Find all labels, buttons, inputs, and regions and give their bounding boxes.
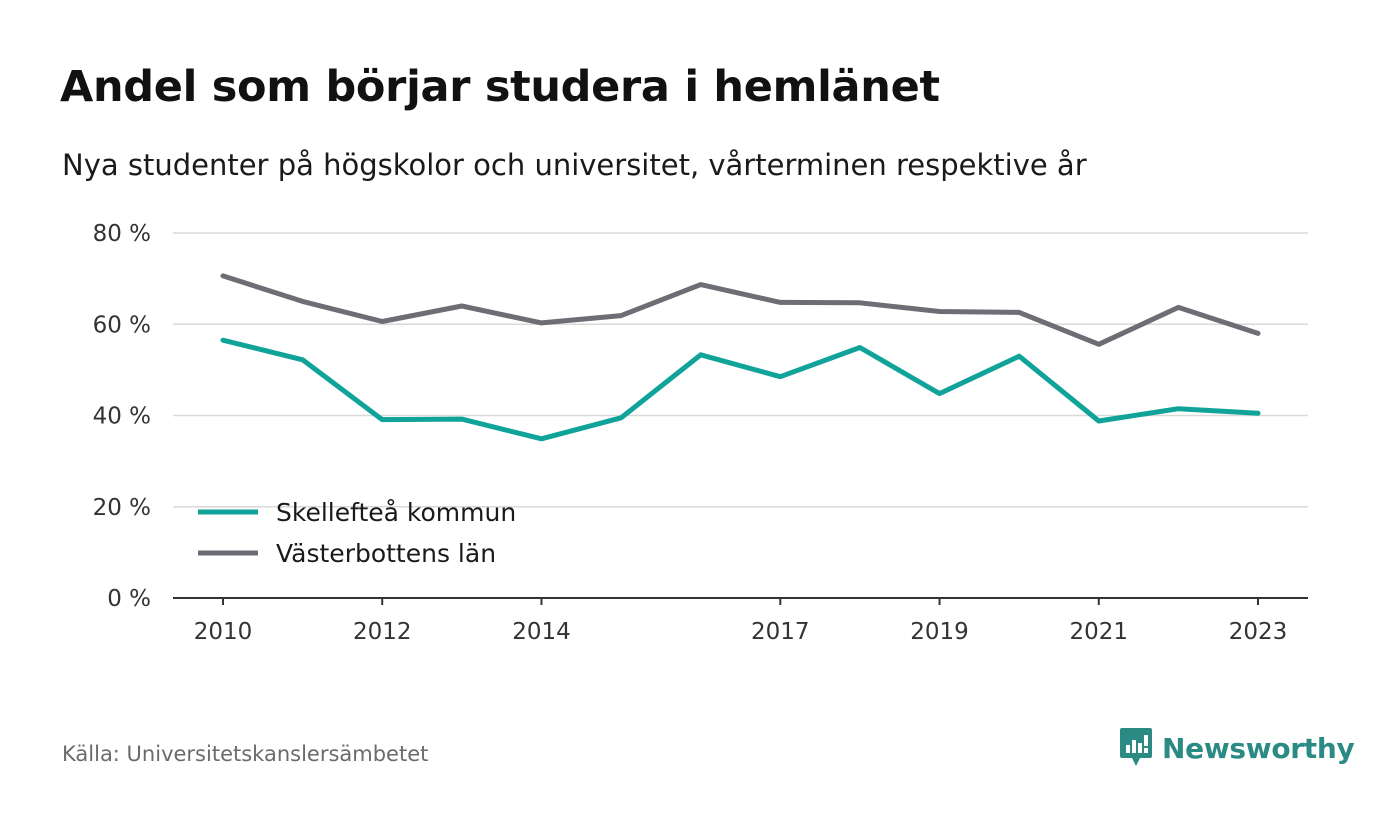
y-tick-label: 60 % xyxy=(93,312,151,338)
y-tick-label: 0 % xyxy=(107,586,151,612)
y-tick-label: 40 % xyxy=(93,404,151,430)
chart-title: Andel som börjar studera i hemlänet xyxy=(60,62,940,112)
line-chart: 0 % 20 % 40 % 60 % 80 % 2010 2012 2014 2017 2019 2… xyxy=(93,221,1308,645)
legend-label: Skellefteå kommun xyxy=(276,498,516,527)
source-note: Källa: Universitetskanslersämbetet xyxy=(62,742,429,766)
newsworthy-logo-icon xyxy=(1120,728,1152,766)
series-lines xyxy=(220,273,1261,442)
x-tick-label: 2021 xyxy=(1069,619,1128,645)
legend-label: Västerbottens län xyxy=(276,539,496,568)
x-tick-label: 2012 xyxy=(353,619,412,645)
series-line-0 xyxy=(220,337,1261,442)
chart-subtitle: Nya studenter på högskolor och universit… xyxy=(62,148,1087,182)
brand-logo: Newsworthy xyxy=(1118,726,1355,770)
axes: 0 % 20 % 40 % 60 % 80 % 2010 2012 2014 2017 2019 2… xyxy=(93,221,1308,645)
x-tick-label: 2017 xyxy=(751,619,810,645)
y-tick-label: 20 % xyxy=(93,495,151,521)
y-tick-label: 80 % xyxy=(93,221,151,247)
x-tick-label: 2014 xyxy=(512,619,571,645)
x-tick-label: 2019 xyxy=(910,619,969,645)
legend: Skellefteå kommun Västerbottens län xyxy=(198,498,516,568)
series-line-1 xyxy=(220,273,1261,347)
x-tick-label: 2010 xyxy=(194,619,253,645)
grid-lines xyxy=(173,232,1308,508)
x-tick-label: 2023 xyxy=(1229,619,1288,645)
brand-name: Newsworthy xyxy=(1162,731,1355,765)
